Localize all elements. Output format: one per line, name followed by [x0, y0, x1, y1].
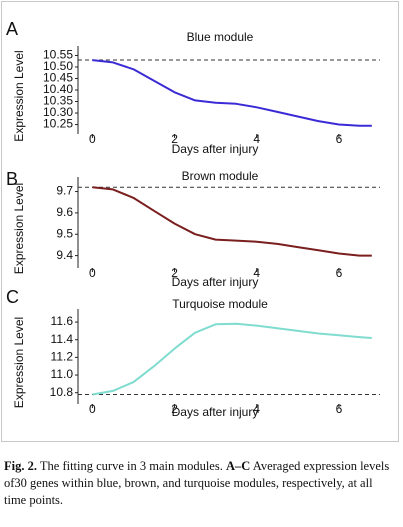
- line: [92, 186, 372, 257]
- line: [92, 322, 372, 396]
- caption-range: A–C: [225, 459, 251, 473]
- chart-title: Brown module: [182, 169, 259, 183]
- x-tick-label: 2: [171, 402, 178, 416]
- y-tick-label: 10.30: [43, 105, 73, 119]
- y-tick-label: 9.5: [56, 226, 73, 240]
- y-tick-label: 9.7: [56, 184, 73, 198]
- caption-label: Fig. 2.: [4, 459, 37, 473]
- caption-text: The fitting curve in 3 main modules.: [39, 459, 223, 473]
- frame: [1, 1, 399, 442]
- y-tick-label: 10.45: [43, 71, 73, 85]
- x-tick-label: 0: [89, 266, 96, 280]
- x-axis-label: Days after injury: [172, 142, 259, 156]
- y-tick-label: 9.4: [56, 248, 73, 262]
- x-tick-label: 2: [171, 266, 178, 280]
- y-axis-label: Expression Level: [12, 50, 26, 141]
- x-axis-label: Days after injury: [172, 405, 259, 419]
- caption: Fig. 2. The fitting curve in 3 main modu…: [4, 458, 396, 509]
- y-axis-label: Expression Level: [12, 183, 26, 274]
- y-tick-label: 10.35: [43, 94, 73, 108]
- x-tick-label: 0: [89, 402, 96, 416]
- x-tick-label: 4: [253, 266, 260, 280]
- y-tick-label: 11.6: [51, 314, 74, 328]
- x-tick-label: 6: [336, 266, 343, 280]
- y-tick-label: 10.25: [43, 117, 73, 131]
- x-tick-label: 4: [253, 402, 260, 416]
- chart-title: Turquoise module: [172, 297, 268, 311]
- y-tick-label: 11.2: [51, 350, 74, 364]
- x-tick-label: 6: [336, 132, 343, 146]
- y-tick-label: 11.0: [51, 367, 74, 381]
- y-tick-label: 10.55: [43, 48, 73, 62]
- caption-text: Averaged expression levels of30 genes wi…: [4, 459, 390, 507]
- figure: A Blue module Days after injury Expression …: [1, 1, 399, 442]
- y-axis-label: Expression Level: [12, 317, 26, 408]
- y-tick-label: 9.6: [56, 205, 73, 219]
- x-tick-label: 6: [336, 402, 343, 416]
- panel-label: A: [6, 19, 18, 39]
- line: [92, 59, 372, 127]
- x-axis-label: Days after injury: [172, 275, 259, 289]
- y-tick-label: 10.50: [43, 59, 73, 73]
- y-tick-label: 10.8: [50, 385, 74, 399]
- panel-label: C: [6, 287, 19, 307]
- panel-label: B: [6, 169, 18, 189]
- x-tick-label: 0: [89, 132, 96, 146]
- x-tick-label: 4: [253, 132, 260, 146]
- y-tick-label: 10.40: [43, 82, 73, 96]
- chart-title: Blue module: [187, 30, 254, 44]
- x-tick-label: 2: [171, 132, 178, 146]
- y-tick-label: 11.4: [51, 332, 74, 346]
